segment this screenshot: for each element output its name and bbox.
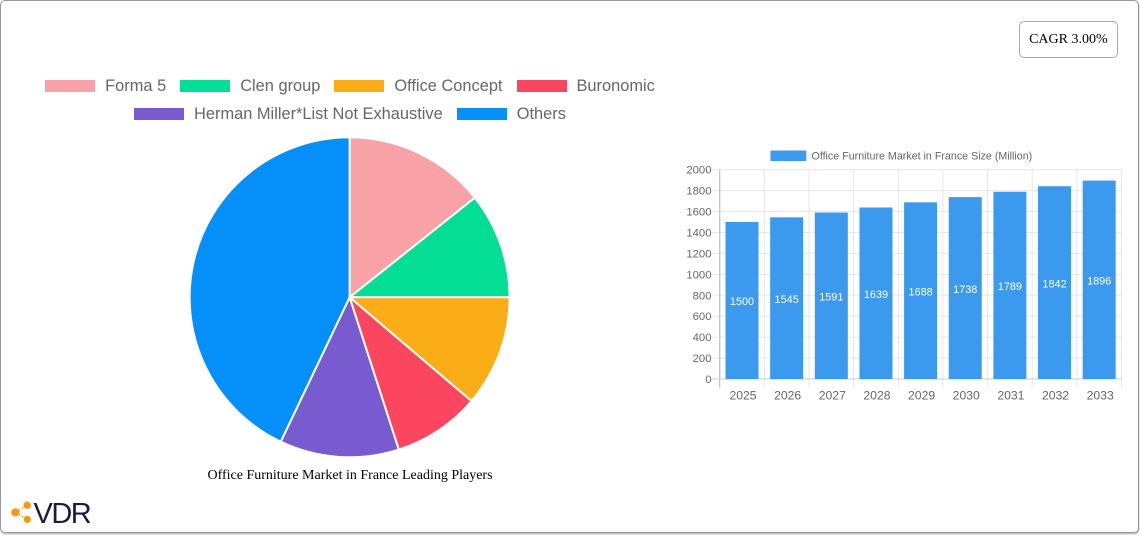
svg-text:1400: 1400	[686, 227, 711, 239]
svg-text:1591: 1591	[819, 291, 843, 303]
svg-text:1200: 1200	[686, 248, 711, 260]
svg-text:2029: 2029	[908, 388, 935, 402]
svg-text:2033: 2033	[1087, 388, 1114, 402]
svg-text:1000: 1000	[686, 269, 711, 281]
svg-text:1789: 1789	[998, 281, 1022, 293]
svg-text:600: 600	[693, 311, 712, 323]
svg-text:Office Furniture Market in Fra: Office Furniture Market in France Size (…	[812, 151, 1033, 163]
svg-text:2000: 2000	[686, 165, 711, 177]
svg-text:2032: 2032	[1042, 388, 1069, 402]
svg-text:200: 200	[693, 353, 712, 365]
svg-text:1600: 1600	[686, 207, 711, 219]
svg-text:2031: 2031	[997, 388, 1024, 402]
svg-text:1639: 1639	[864, 289, 888, 301]
svg-text:1500: 1500	[730, 296, 754, 308]
svg-text:800: 800	[693, 290, 712, 302]
svg-text:0: 0	[705, 374, 711, 386]
svg-text:2027: 2027	[819, 388, 846, 402]
svg-text:2026: 2026	[774, 388, 801, 402]
svg-text:1842: 1842	[1042, 278, 1066, 290]
svg-text:1738: 1738	[953, 284, 977, 296]
svg-text:1688: 1688	[908, 286, 932, 298]
svg-text:1545: 1545	[775, 294, 799, 306]
svg-text:2025: 2025	[729, 388, 756, 402]
svg-text:1896: 1896	[1087, 275, 1111, 287]
svg-text:2028: 2028	[863, 388, 890, 402]
svg-text:1800: 1800	[686, 186, 711, 198]
svg-text:400: 400	[693, 332, 712, 344]
svg-text:2030: 2030	[953, 388, 980, 402]
